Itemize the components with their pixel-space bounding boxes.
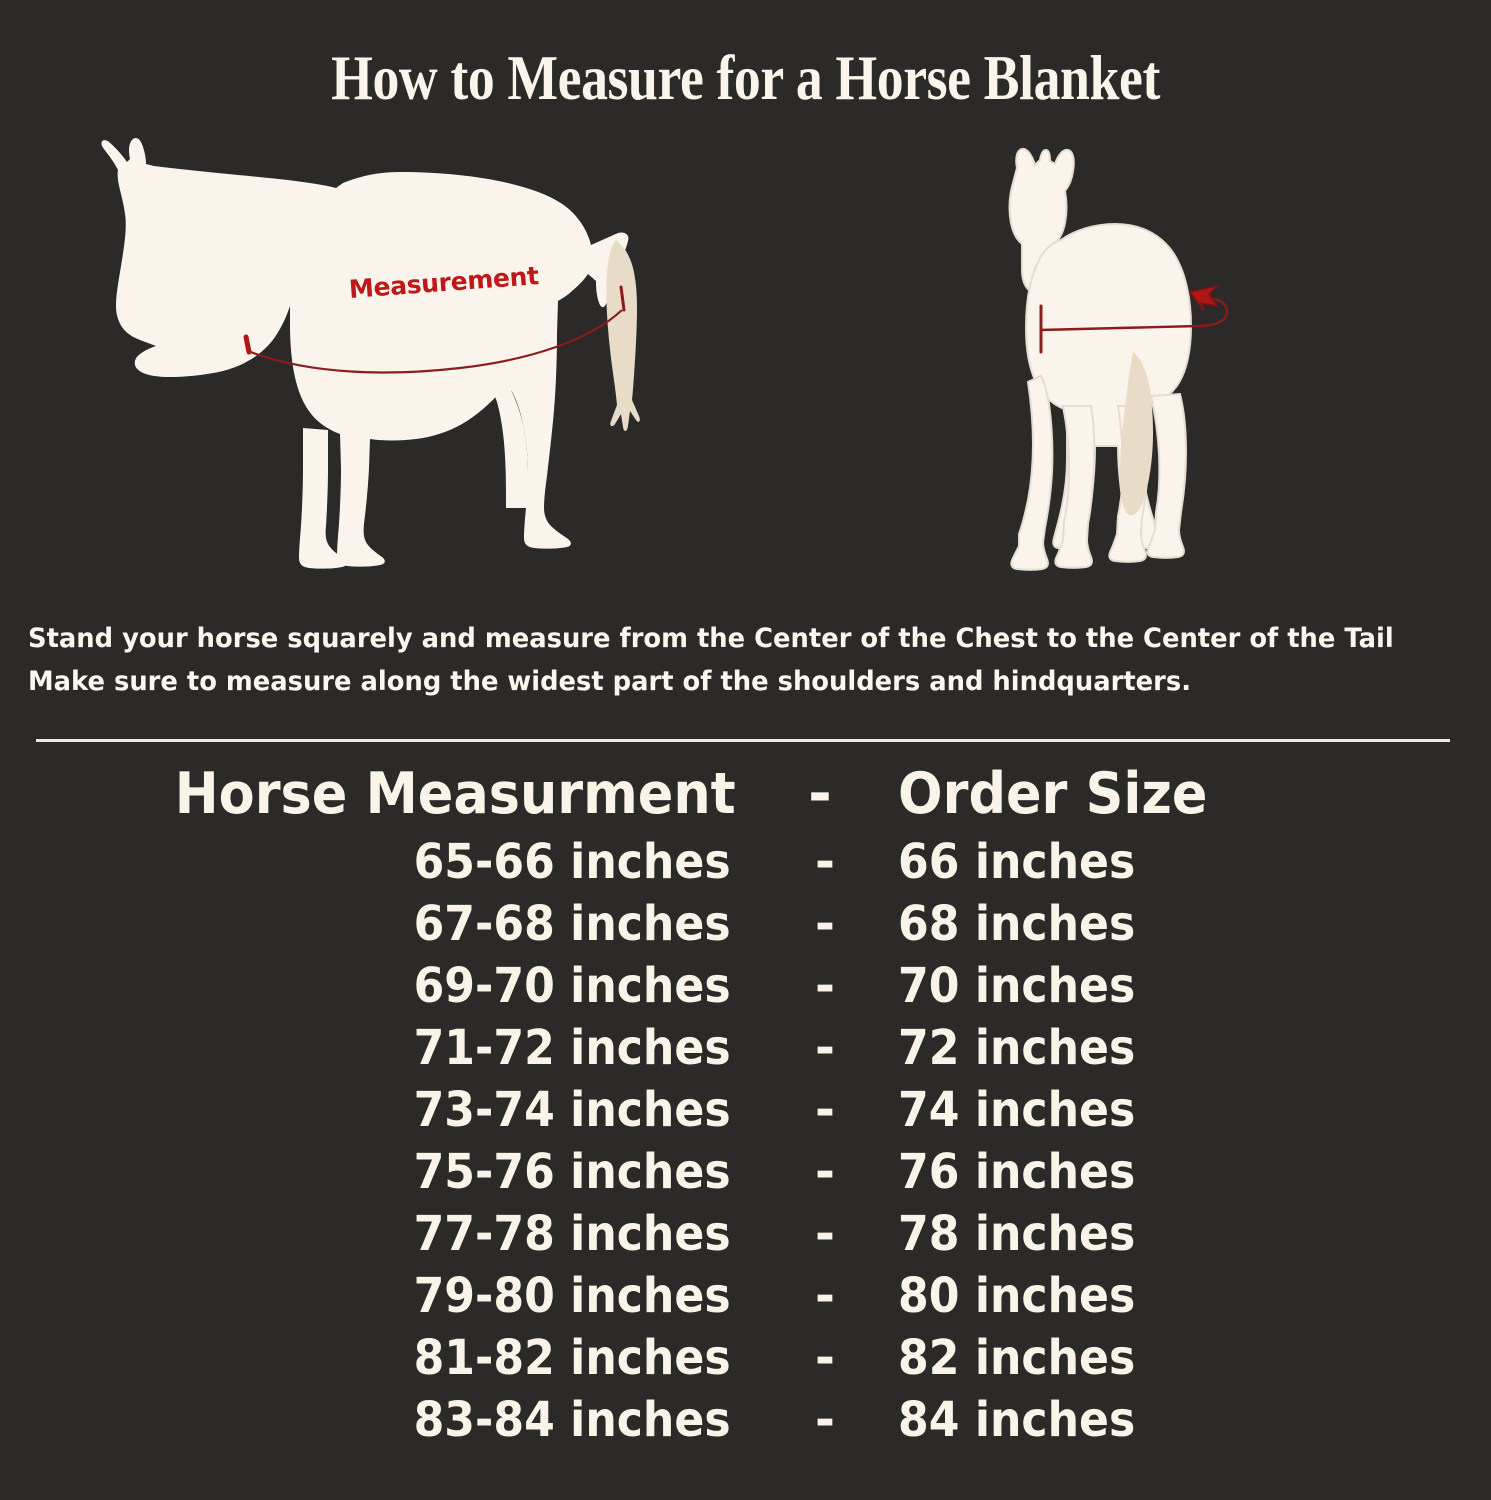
horse-rear-leg-right-path: [1054, 405, 1096, 569]
measurement-tick-rear: [619, 285, 626, 312]
row-dash: -: [815, 1020, 835, 1076]
table-row: 71-72 inches - 72 inches: [0, 1017, 1491, 1079]
header-dash: -: [808, 761, 832, 827]
rear-measurement-arrow-curve: [1197, 297, 1229, 328]
row-measurement: 75-76 inches: [413, 1144, 731, 1200]
horse-rear-view: [955, 130, 1285, 585]
section-divider: [36, 739, 1450, 742]
row-order-size: 70 inches: [898, 958, 1136, 1014]
row-dash: -: [815, 1144, 835, 1200]
table-row: 69-70 inches - 70 inches: [0, 955, 1491, 1017]
page-title: How to Measure for a Horse Blanket: [331, 42, 1160, 113]
row-order-size: 82 inches: [898, 1330, 1136, 1386]
table-header-row: Horse Measurment - Order Size: [0, 757, 1491, 831]
instructions-line-2: Make sure to measure along the widest pa…: [28, 666, 1192, 697]
horse-rear-leg-left-path: [1010, 374, 1054, 571]
horse-rear-leg-hind-right-path: [1146, 392, 1188, 559]
header-measurement: Horse Measurment: [175, 761, 736, 827]
measurement-curve: [247, 309, 623, 374]
horse-side-rear-leg-far-path: [491, 389, 528, 508]
horse-rear-tail-path: [1120, 352, 1154, 516]
row-dash: -: [815, 834, 835, 890]
horse-side-view: [60, 128, 710, 588]
horse-rear-head-path: [1008, 147, 1075, 295]
instructions: Stand your horse squarely and measure fr…: [28, 617, 1403, 703]
row-measurement: 79-80 inches: [413, 1268, 731, 1324]
row-order-size: 68 inches: [898, 896, 1136, 952]
row-measurement: 77-78 inches: [413, 1206, 731, 1262]
row-order-size: 78 inches: [898, 1206, 1136, 1262]
row-measurement: 71-72 inches: [413, 1020, 731, 1076]
row-measurement: 83-84 inches: [413, 1392, 731, 1448]
row-dash: -: [815, 896, 835, 952]
rear-measurement-arrowhead: [1188, 284, 1220, 312]
table-row: 79-80 inches - 80 inches: [0, 1265, 1491, 1327]
size-table: Horse Measurment - Order Size 65-66 inch…: [0, 757, 1491, 1451]
row-dash: -: [815, 1206, 835, 1262]
row-dash: -: [815, 1392, 835, 1448]
table-row: 75-76 inches - 76 inches: [0, 1141, 1491, 1203]
row-dash: -: [815, 1330, 835, 1386]
header-order-size: Order Size: [898, 761, 1208, 827]
row-order-size: 76 inches: [898, 1144, 1136, 1200]
table-row: 73-74 inches - 74 inches: [0, 1079, 1491, 1141]
instructions-line-1: Stand your horse squarely and measure fr…: [28, 623, 1394, 654]
rear-measurement-line: [1039, 324, 1199, 332]
row-dash: -: [815, 958, 835, 1014]
row-measurement: 69-70 inches: [413, 958, 731, 1014]
horse-side-body-path: [101, 137, 635, 567]
row-order-size: 84 inches: [898, 1392, 1136, 1448]
row-measurement: 65-66 inches: [413, 834, 731, 890]
row-order-size: 72 inches: [898, 1020, 1136, 1076]
row-order-size: 80 inches: [898, 1268, 1136, 1324]
table-row: 81-82 inches - 82 inches: [0, 1327, 1491, 1389]
measurement-tick-front: [243, 334, 252, 355]
row-dash: -: [815, 1268, 835, 1324]
horse-side-tail-path: [606, 240, 640, 432]
row-order-size: 74 inches: [898, 1082, 1136, 1138]
row-dash: -: [815, 1082, 835, 1138]
row-order-size: 66 inches: [898, 834, 1136, 890]
table-row: 65-66 inches - 66 inches: [0, 831, 1491, 893]
row-measurement: 67-68 inches: [413, 896, 731, 952]
table-row: 83-84 inches - 84 inches: [0, 1389, 1491, 1451]
horse-side-front-leg-far-path: [299, 428, 347, 569]
horse-rear-body-path: [1024, 222, 1193, 549]
row-measurement: 81-82 inches: [413, 1330, 731, 1386]
table-row: 67-68 inches - 68 inches: [0, 893, 1491, 955]
row-measurement: 73-74 inches: [413, 1082, 731, 1138]
table-row: 77-78 inches - 78 inches: [0, 1203, 1491, 1265]
